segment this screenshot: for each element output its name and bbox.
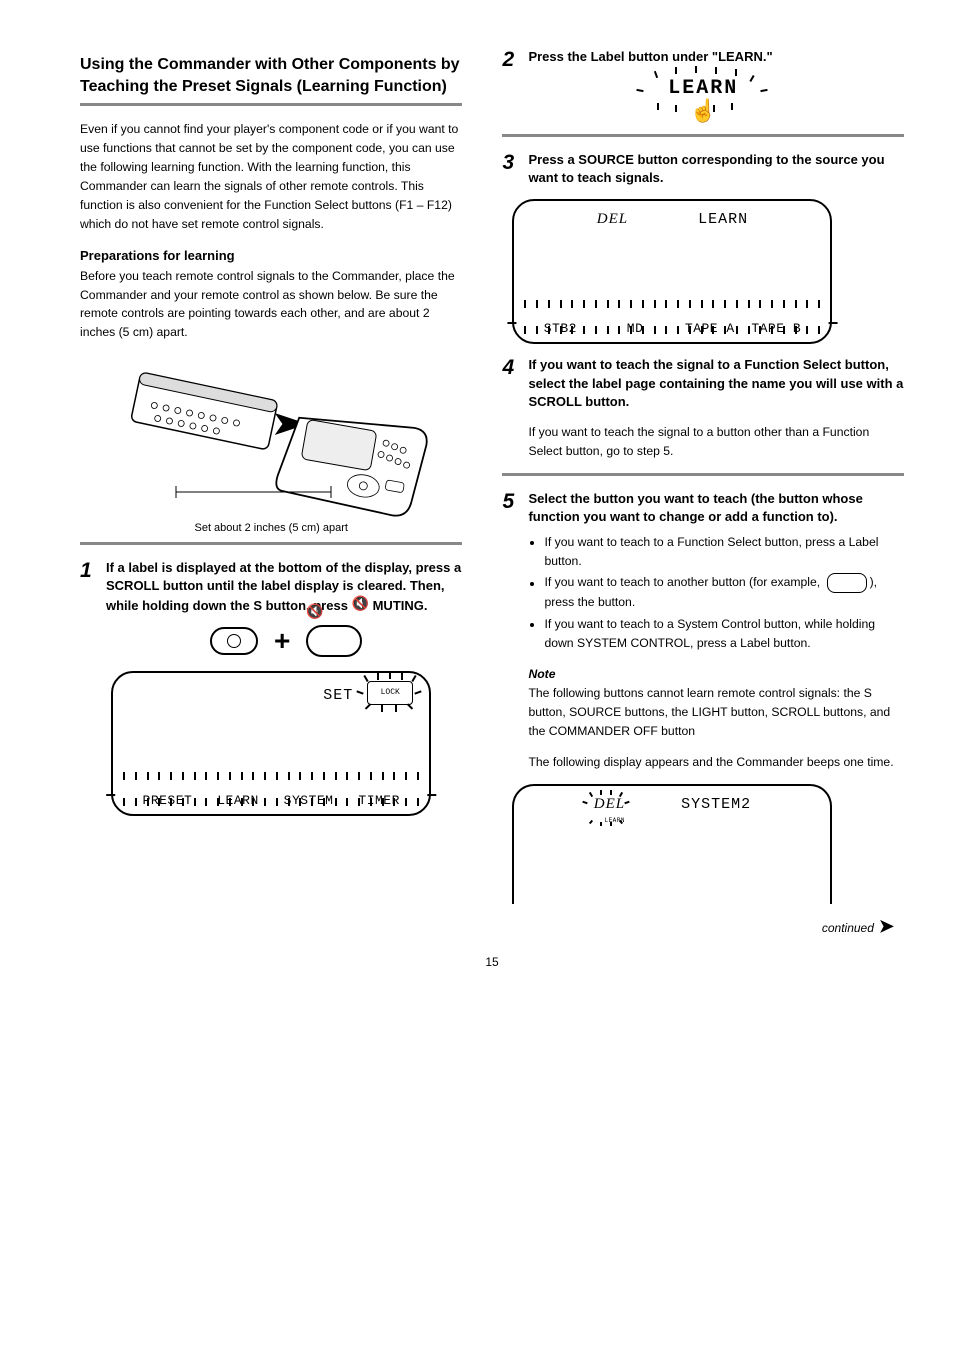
lcd-screen-3: DEL LEARN [512,784,832,904]
lcd3-learn-tiny: LEARN [604,817,625,824]
step-2-number: 2 [502,48,528,71]
step-5-bullet-2: If you want to teach to another button (… [544,573,904,612]
lcd1-lock-badge: LOCK [367,681,413,705]
lcd1-arrow-left: − [105,788,116,806]
lcd3-system2: SYSTEM2 [681,796,751,813]
button-combo-illustration: + 🔇 [110,625,462,657]
step-2: 2 Press the Label button under "LEARN." [502,48,904,71]
muting-button-graphic [306,625,362,657]
lcd3-del: DEL [594,796,625,812]
mute-icon-inline: 🔇 [352,595,369,611]
note-label: Note [528,667,555,681]
s-button-graphic [210,627,258,655]
step-4: 4 If you want to teach the signal to a F… [502,356,904,411]
intro-text: Even if you cannot find your player's co… [80,120,462,233]
step-5-foot: The following display appears and the Co… [528,753,904,772]
learn-word: LEARN [668,77,738,100]
section-rule-2 [502,134,904,137]
lcd2-del: DEL [597,211,628,228]
step-3: 3 Press a SOURCE button corresponding to… [502,151,904,187]
step-1-text: If a label is displayed at the bottom of… [106,559,462,615]
note-block: Note The following buttons cannot learn … [528,665,904,741]
step-4-number: 4 [502,356,528,379]
section-rule-3 [502,473,904,476]
step-2-text: Press the Label button under "LEARN." [528,48,772,66]
step-3-number: 3 [502,151,528,174]
step-5-bullet-3: If you want to teach to a System Control… [544,615,904,653]
prep-text: Before you teach remote control signals … [80,267,462,343]
step-5-text: Select the button you want to teach (the… [528,490,904,526]
note-text: The following buttons cannot learn remot… [528,686,890,738]
step-5-bullet-1: If you want to teach to a Function Selec… [544,533,904,571]
page-number: 15 [80,955,904,969]
step-4-subtext: If you want to teach the signal to a but… [528,423,904,461]
lcd1-arrow-right: − [426,788,437,806]
step-3-text: Press a SOURCE button corresponding to t… [528,151,904,187]
step-1: 1 If a label is displayed at the bottom … [80,559,462,615]
learn-highlight-illustration: LEARN ☝ [643,77,763,124]
lcd1-set: SET [323,687,353,704]
remote-pairing-illustration [101,352,441,522]
step-5-number: 5 [502,490,528,513]
lcd2-learn: LEARN [698,211,748,228]
step-5: 5 Select the button you want to teach (t… [502,490,904,526]
lcd-screen-2: DEL LEARN STB2 MD TAPE A TAPE B − − [512,199,832,344]
lcd2-arrow-left: − [506,316,517,334]
step-1-number: 1 [80,559,106,582]
title-rule [80,103,462,106]
mute-icon: 🔇 [306,603,323,620]
continued-indicator: continued ➤ [502,916,894,937]
step-5-bullets: If you want to teach to a Function Selec… [528,533,904,654]
prep-heading: Preparations for learning [80,248,462,263]
plus-icon: + [274,627,290,655]
step-4-text: If you want to teach the signal to a Fun… [528,356,904,411]
lcd2-arrow-right: − [828,316,839,334]
distance-label: Set about 2 inches (5 cm) apart [80,522,462,534]
section-rule-1 [80,542,462,545]
hand-pointer-icon: ☝ [643,98,763,124]
lcd-screen-1: SET LOCK PRESET LEARN [111,671,431,816]
inline-button-graphic [827,573,867,593]
main-title: Using the Commander with Other Component… [80,54,462,97]
